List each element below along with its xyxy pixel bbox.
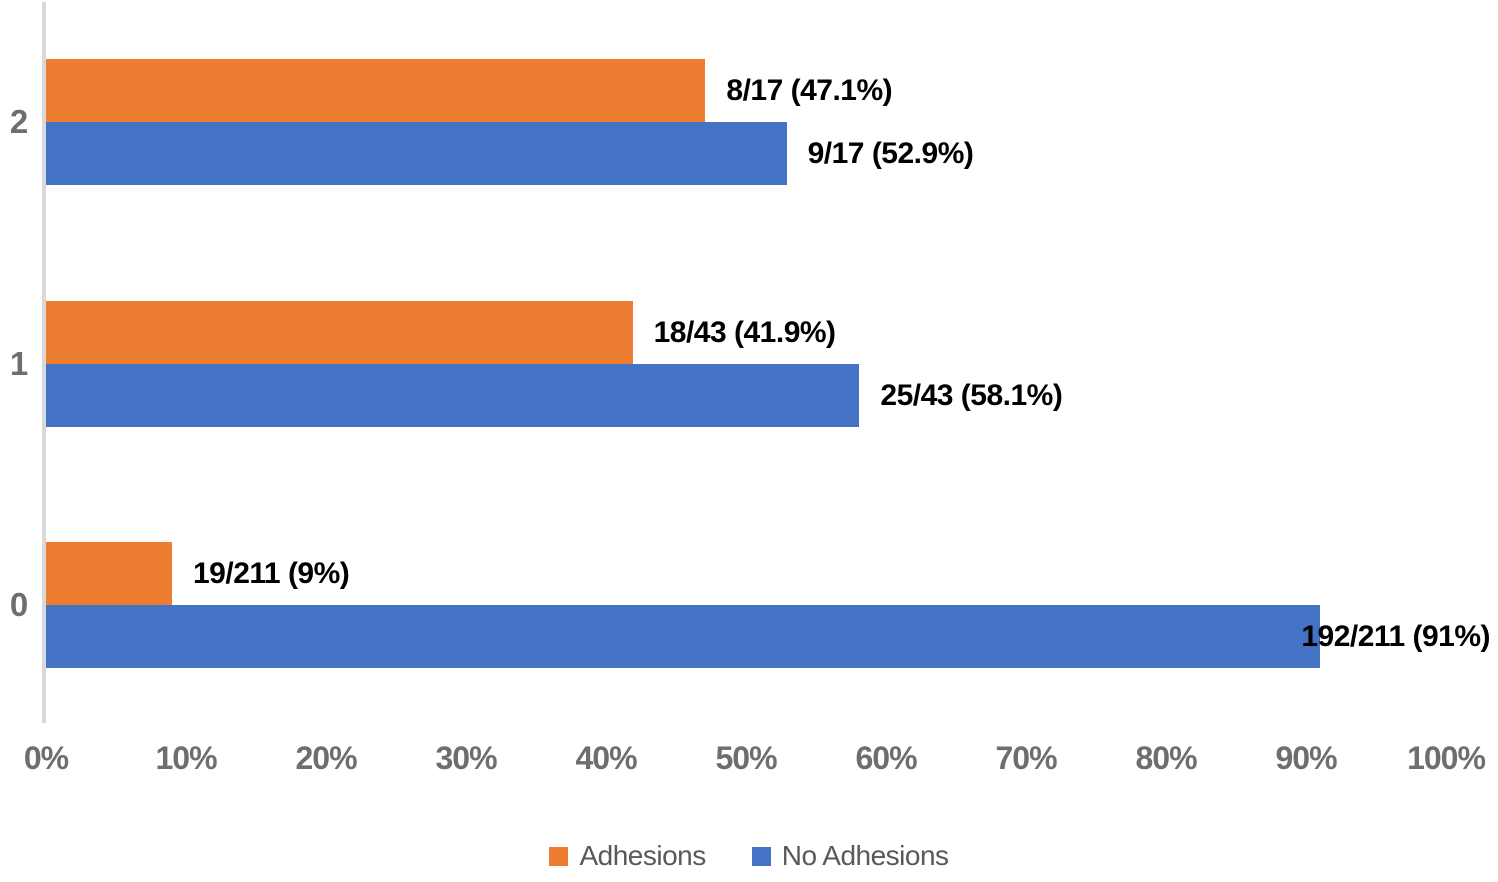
legend-item-adhesions: Adhesions xyxy=(549,840,706,872)
legend-label-adhesions: Adhesions xyxy=(579,840,706,871)
bar-value-label-no-adhesions-cat-1: 25/43 (58.1%) xyxy=(880,378,1063,412)
plot-area: 8/17 (47.1%) 9/17 (52.9%) 18/43 (41.9%) 25/… xyxy=(42,0,1490,723)
x-tick-label-100pct: 100% xyxy=(1407,740,1486,776)
x-tick-label-40pct: 40% xyxy=(575,740,637,776)
x-tick-label-60pct: 60% xyxy=(855,740,917,776)
x-tick-label-10pct: 10% xyxy=(155,740,217,776)
legend: Adhesions No Adhesions xyxy=(0,836,1498,876)
x-tick-label-0pct: 0% xyxy=(23,740,69,776)
x-tick-label-20pct: 20% xyxy=(295,740,357,776)
bar-no-adhesions-cat-2 xyxy=(46,122,787,185)
y-axis-line xyxy=(42,2,46,723)
bar-adhesions-cat-2 xyxy=(46,59,706,122)
legend-item-no-adhesions: No Adhesions xyxy=(751,840,949,872)
bar-adhesions-cat-1 xyxy=(46,301,633,364)
y-axis-category-label: 2 xyxy=(9,103,29,140)
legend-swatch-adhesions xyxy=(549,846,569,866)
bar-value-label-adhesions-cat-2: 8/17 (47.1%) xyxy=(726,73,893,107)
x-axis-ticks: 0% 10% 20% 30% 40% 50% 60% 70% 80% 90% 100% xyxy=(24,740,1486,780)
x-tick-label-30pct: 30% xyxy=(435,740,497,776)
x-tick-label-80pct: 80% xyxy=(1135,740,1197,776)
x-tick-label-50pct: 50% xyxy=(715,740,777,776)
bar-value-label-adhesions-cat-0: 19/211 (9%) xyxy=(193,556,350,590)
bar-adhesions-cat-0 xyxy=(46,542,172,605)
x-tick-label-70pct: 70% xyxy=(995,740,1057,776)
y-axis-category-label: 0 xyxy=(9,586,29,623)
legend-swatch-no-adhesions xyxy=(751,846,771,866)
x-tick-label-90pct: 90% xyxy=(1275,740,1337,776)
bar-value-label-adhesions-cat-1: 18/43 (41.9%) xyxy=(653,315,836,349)
bar-no-adhesions-cat-0 xyxy=(46,605,1320,668)
legend-label-no-adhesions: No Adhesions xyxy=(781,840,949,871)
bar-no-adhesions-cat-1 xyxy=(46,364,860,427)
y-axis-category-label: 1 xyxy=(9,345,29,382)
bar-value-label-no-adhesions-cat-2: 9/17 (52.9%) xyxy=(807,136,974,170)
bar-value-label-no-adhesions-cat-0: 192/211 (91%) xyxy=(1301,619,1490,653)
